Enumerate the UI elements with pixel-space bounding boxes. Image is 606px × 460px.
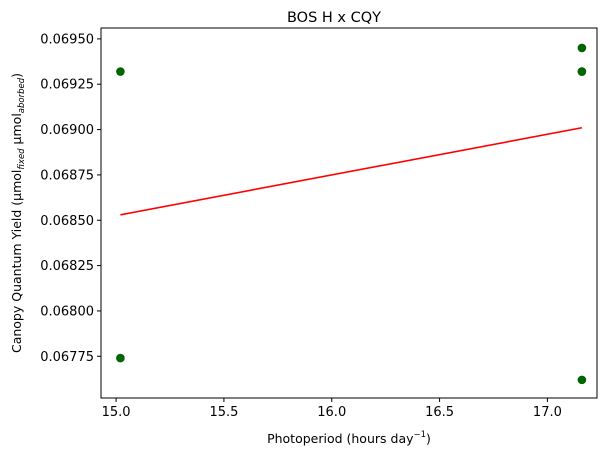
data-point — [577, 67, 587, 76]
y-tick-label: 0.06850 — [40, 214, 94, 229]
x-tick-label: 16.5 — [425, 405, 454, 420]
data-point — [577, 43, 587, 53]
trend-line — [120, 126, 583, 216]
x-axis-ticks: 15.0 15.5 16.0 16.5 17.0 — [102, 398, 562, 420]
chart-title: BOS H x CQY — [287, 10, 381, 26]
y-tick-label: 0.06825 — [40, 259, 94, 274]
x-tick-label: 17.0 — [533, 405, 562, 420]
y-tick-label: 0.06900 — [40, 123, 94, 138]
y-tick-label: 0.06875 — [40, 168, 94, 183]
points-layer — [116, 43, 587, 385]
y-tick-label: 0.06950 — [40, 32, 94, 47]
x-tick-label: 15.0 — [102, 405, 131, 420]
y-axis-label: Canopy Quantum Yield (μmolfixed μmolabor… — [9, 73, 27, 353]
data-point — [116, 67, 125, 76]
axes-frame — [100, 27, 598, 399]
y-tick-label: 0.06925 — [40, 78, 94, 93]
y-tick-label: 0.06775 — [40, 350, 94, 365]
plot-area — [116, 43, 587, 385]
x-axis-label: Photoperiod (hours day−1) — [267, 430, 431, 446]
fit-line-layer — [120, 126, 583, 216]
y-tick-label: 0.06800 — [40, 304, 94, 319]
data-point — [116, 353, 125, 363]
y-axis-ticks: 0.06775 0.06800 0.06825 0.06850 0.06875 0.069… — [40, 32, 101, 365]
x-tick-label: 15.5 — [209, 405, 238, 420]
data-point — [577, 375, 587, 385]
x-tick-label: 16.0 — [317, 405, 346, 420]
